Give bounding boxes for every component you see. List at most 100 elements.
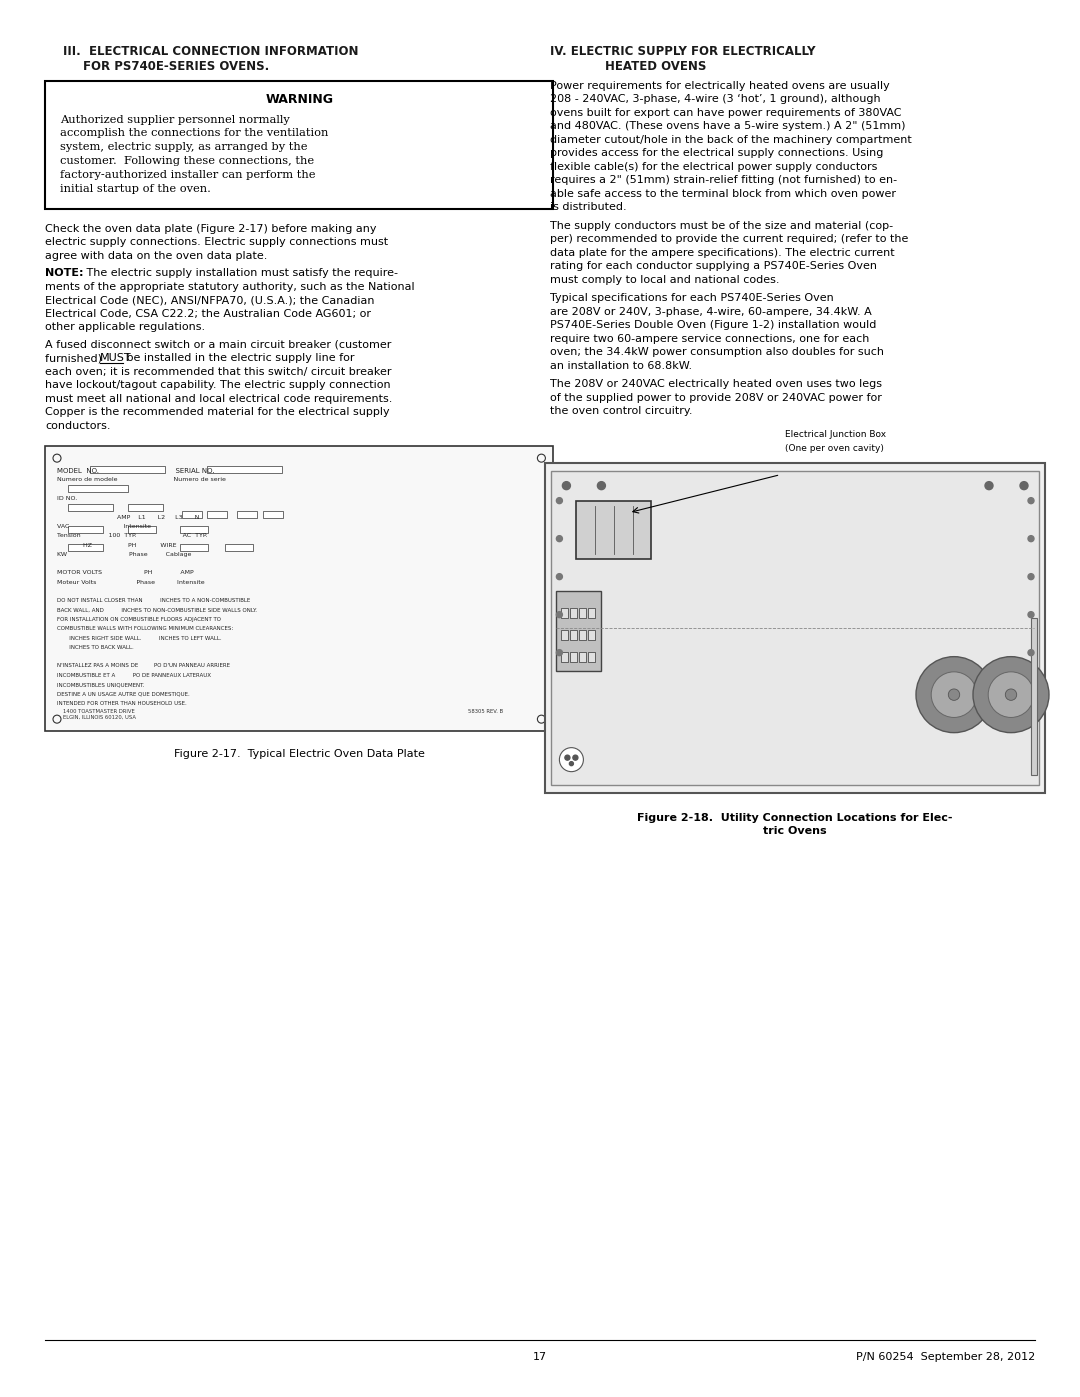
Circle shape — [916, 657, 993, 732]
Bar — [556, 591, 602, 671]
Bar — [129, 527, 156, 534]
Text: INCHES TO BACK WALL.: INCHES TO BACK WALL. — [57, 645, 134, 650]
Text: Check the oven data plate (Figure 2-17) before making any: Check the oven data plate (Figure 2-17) … — [45, 224, 377, 233]
Text: other applicable regulations.: other applicable regulations. — [45, 323, 205, 332]
Text: AMP    L1      L2     L3      N: AMP L1 L2 L3 N — [57, 514, 200, 520]
Bar — [183, 511, 202, 518]
Circle shape — [556, 650, 563, 655]
Text: (One per oven cavity): (One per oven cavity) — [785, 444, 885, 453]
Text: must comply to local and national codes.: must comply to local and national codes. — [551, 275, 780, 285]
Text: each oven; it is recommended that this switch/ circuit breaker: each oven; it is recommended that this s… — [45, 366, 391, 377]
Text: 208 - 240VAC, 3-phase, 4-wire (3 ‘hot’, 1 ground), although: 208 - 240VAC, 3-phase, 4-wire (3 ‘hot’, … — [551, 94, 881, 105]
Circle shape — [1028, 535, 1034, 542]
Text: ovens built for export can have power requirements of 380VAC: ovens built for export can have power re… — [551, 108, 902, 117]
Text: Copper is the recommended material for the electrical supply: Copper is the recommended material for t… — [45, 407, 390, 418]
Circle shape — [1028, 650, 1034, 655]
Bar — [562, 651, 568, 662]
Text: be installed in the electric supply line for: be installed in the electric supply line… — [123, 353, 354, 363]
Text: INCHES RIGHT SIDE WALL.          INCHES TO LEFT WALL.: INCHES RIGHT SIDE WALL. INCHES TO LEFT W… — [57, 636, 221, 641]
Text: is distributed.: is distributed. — [551, 203, 627, 212]
Bar — [68, 545, 103, 552]
Text: DESTINE A UN USAGE AUTRE QUE DOMESTIQUE.: DESTINE A UN USAGE AUTRE QUE DOMESTIQUE. — [57, 692, 190, 696]
Text: 58305 REV. B: 58305 REV. B — [469, 710, 503, 714]
Text: N'INSTALLEZ PAS A MOINS DE         PO D'UN PANNEAU ARRIERE: N'INSTALLEZ PAS A MOINS DE PO D'UN PANNE… — [57, 664, 230, 668]
Circle shape — [988, 672, 1034, 718]
Circle shape — [563, 482, 570, 490]
Text: KW                               Phase         Cablage: KW Phase Cablage — [57, 552, 191, 557]
Bar — [545, 462, 1045, 792]
Bar — [68, 527, 103, 534]
Circle shape — [973, 657, 1049, 732]
Text: Moteur Volts                    Phase           Intensite: Moteur Volts Phase Intensite — [57, 580, 204, 585]
Bar — [237, 511, 257, 518]
Text: INCOMBUSTIBLES UNIQUEMENT.: INCOMBUSTIBLES UNIQUEMENT. — [57, 682, 145, 687]
Bar — [579, 651, 586, 662]
Text: must meet all national and local electrical code requirements.: must meet all national and local electri… — [45, 394, 392, 404]
Text: INCOMBUSTIBLE ET A          PO DE PANNEAUX LATERAUX: INCOMBUSTIBLE ET A PO DE PANNEAUX LATERA… — [57, 673, 211, 678]
FancyBboxPatch shape — [45, 81, 553, 208]
Bar — [180, 527, 208, 534]
Text: BACK WALL, AND          INCHES TO NON-COMBUSTIBLE SIDE WALLS ONLY.: BACK WALL, AND INCHES TO NON-COMBUSTIBLE… — [57, 608, 257, 613]
Text: are 208V or 240V, 3-phase, 4-wire, 60-ampere, 34.4kW. A: are 208V or 240V, 3-phase, 4-wire, 60-am… — [551, 307, 873, 317]
Text: data plate for the ampere specifications). The electric current: data plate for the ampere specifications… — [551, 247, 895, 257]
Text: PS740E-Series Double Oven (Figure 1-2) installation would: PS740E-Series Double Oven (Figure 1-2) i… — [551, 320, 877, 330]
Bar — [264, 511, 283, 518]
Text: FOR INSTALLATION ON COMBUSTIBLE FLOORS ADJACENT TO: FOR INSTALLATION ON COMBUSTIBLE FLOORS A… — [57, 617, 221, 622]
Circle shape — [948, 689, 960, 700]
Text: an installation to 68.8kW.: an installation to 68.8kW. — [551, 360, 692, 370]
Bar — [68, 485, 129, 492]
Text: ID NO.: ID NO. — [57, 496, 78, 502]
Text: VAC                           Intensite: VAC Intensite — [57, 524, 197, 529]
Text: factory-authorized installer can perform the: factory-authorized installer can perform… — [60, 170, 315, 180]
Text: tric Ovens: tric Ovens — [764, 826, 827, 837]
Circle shape — [1005, 689, 1016, 700]
Text: The electric supply installation must satisfy the require-: The electric supply installation must sa… — [83, 268, 399, 278]
Text: per) recommended to provide the current required; (refer to the: per) recommended to provide the current … — [551, 235, 908, 244]
Text: NOTE:: NOTE: — [45, 268, 83, 278]
Bar — [45, 446, 553, 731]
Circle shape — [572, 756, 578, 760]
Circle shape — [985, 482, 993, 490]
Text: INTENDED FOR OTHER THAN HOUSEHOLD USE.: INTENDED FOR OTHER THAN HOUSEHOLD USE. — [57, 701, 187, 705]
Circle shape — [1028, 612, 1034, 617]
Bar — [207, 511, 227, 518]
Text: flexible cable(s) for the electrical power supply conductors: flexible cable(s) for the electrical pow… — [551, 162, 878, 172]
Text: have lockout/tagout capability. The electric supply connection: have lockout/tagout capability. The elec… — [45, 380, 391, 390]
Text: ments of the appropriate statutory authority, such as the National: ments of the appropriate statutory autho… — [45, 282, 415, 292]
Text: system, electric supply, as arranged by the: system, electric supply, as arranged by … — [60, 142, 308, 152]
Bar — [180, 545, 208, 552]
Text: Power requirements for electrically heated ovens are usually: Power requirements for electrically heat… — [551, 81, 890, 91]
Text: The 208V or 240VAC electrically heated oven uses two legs: The 208V or 240VAC electrically heated o… — [551, 379, 882, 390]
Text: oven; the 34.4kW power consumption also doubles for such: oven; the 34.4kW power consumption also … — [551, 346, 885, 358]
Circle shape — [1028, 497, 1034, 504]
Text: Typical specifications for each PS740E-Series Oven: Typical specifications for each PS740E-S… — [551, 293, 834, 303]
Text: conductors.: conductors. — [45, 420, 110, 430]
Text: MOTOR VOLTS                     PH              AMP: MOTOR VOLTS PH AMP — [57, 570, 193, 576]
Text: HEATED OVENS: HEATED OVENS — [606, 60, 706, 74]
Text: COMBUSTIBLE WALLS WITH FOLLOWING MINIMUM CLEARANCES:: COMBUSTIBLE WALLS WITH FOLLOWING MINIMUM… — [57, 626, 233, 631]
Bar — [1031, 617, 1037, 775]
Circle shape — [559, 747, 583, 771]
Text: FOR PS740E-SERIES OVENS.: FOR PS740E-SERIES OVENS. — [83, 60, 269, 74]
Text: Electrical Code, CSA C22.2; the Australian Code AG601; or: Electrical Code, CSA C22.2; the Australi… — [45, 309, 372, 319]
Text: Authorized supplier personnel normally: Authorized supplier personnel normally — [60, 115, 289, 124]
Text: HZ                  PH            WIRE: HZ PH WIRE — [57, 542, 176, 548]
Text: electric supply connections. Electric supply connections must: electric supply connections. Electric su… — [45, 237, 388, 247]
Text: Tension              100  TYP.                       AC  TYP.: Tension 100 TYP. AC TYP. — [57, 534, 207, 538]
Text: Electrical Junction Box: Electrical Junction Box — [785, 430, 887, 439]
Circle shape — [931, 672, 976, 718]
Text: Figure 2-18.  Utility Connection Locations for Elec-: Figure 2-18. Utility Connection Location… — [637, 813, 953, 823]
Circle shape — [1020, 482, 1028, 490]
Bar — [225, 545, 253, 552]
Bar — [570, 608, 578, 617]
Bar — [562, 630, 568, 640]
Circle shape — [556, 612, 563, 617]
Bar — [589, 630, 595, 640]
Circle shape — [556, 574, 563, 580]
Text: of the supplied power to provide 208V or 240VAC power for: of the supplied power to provide 208V or… — [551, 393, 882, 402]
Bar — [589, 608, 595, 617]
Bar — [570, 651, 578, 662]
Bar — [579, 630, 586, 640]
Bar — [90, 467, 165, 474]
Text: furnished): furnished) — [45, 353, 106, 363]
